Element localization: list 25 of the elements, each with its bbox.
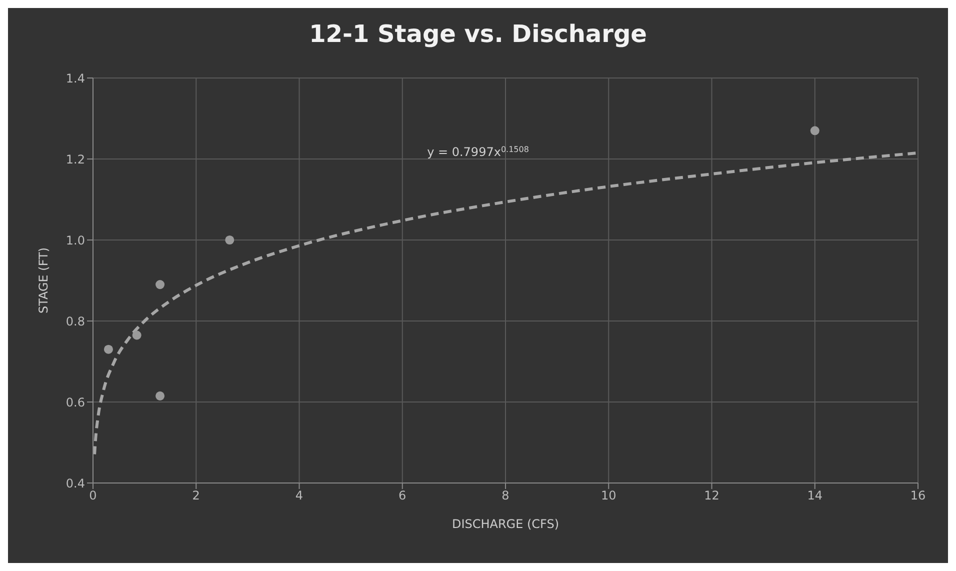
y-axis-title: STAGE (FT) xyxy=(36,247,50,314)
point xyxy=(156,391,165,400)
y-tick-label: 0.4 xyxy=(66,476,85,490)
chart-title: 12-1 Stage vs. Discharge xyxy=(308,20,648,48)
point xyxy=(225,235,234,245)
x-tick-label: 12 xyxy=(704,488,720,503)
annotation: y = 0.7997x$^{0.1508}$ xyxy=(427,144,529,159)
point xyxy=(132,330,142,340)
x-tick-label: 4 xyxy=(295,488,304,503)
point xyxy=(104,344,113,354)
y-tick-label: 0.8 xyxy=(66,314,85,328)
x-tick-label: 6 xyxy=(398,488,406,503)
y-tick-label: 1.0 xyxy=(66,233,85,248)
x-tick-label: 2 xyxy=(192,488,200,503)
x-tick-label: 16 xyxy=(910,488,926,503)
x-tick-label: 0 xyxy=(89,488,97,503)
y-tick-label: 1.4 xyxy=(66,71,85,86)
x-tick-label: 8 xyxy=(502,488,510,503)
x-tick-label: 14 xyxy=(807,488,823,503)
x-tick-label: 10 xyxy=(600,488,616,503)
x-axis-title: DISCHARGE (CFS) xyxy=(452,517,560,531)
point xyxy=(156,280,165,290)
y-tick-label: 1.2 xyxy=(66,152,85,166)
y-tick-label: 0.6 xyxy=(66,395,85,410)
point xyxy=(810,126,820,136)
